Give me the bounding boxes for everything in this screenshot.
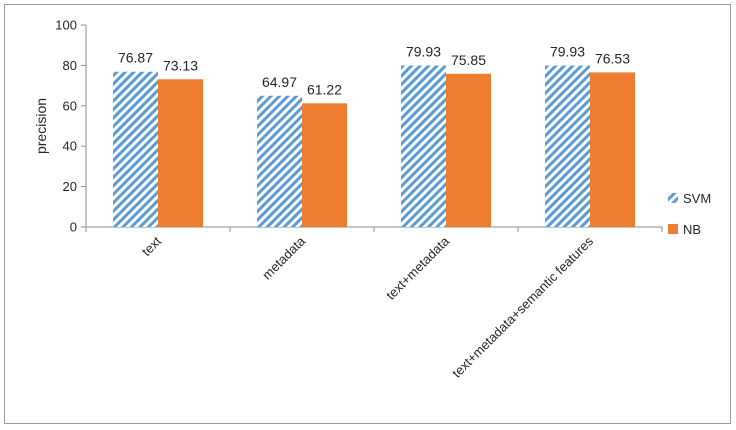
y-tick-label: 80 <box>63 58 77 73</box>
bar-nb <box>158 79 203 227</box>
legend: SVM NB <box>668 191 711 237</box>
data-label-nb: 75.85 <box>451 52 486 68</box>
x-tick-label: text+metadata <box>383 233 453 303</box>
x-tick-label: text+metadata+semantic features <box>449 233 596 380</box>
category-labels: text metadata text+metadatatext+metadata+s… <box>139 233 597 381</box>
data-label-nb: 76.53 <box>595 50 630 66</box>
data-label-svm: 64.97 <box>262 74 297 90</box>
y-tick-label: 100 <box>55 18 77 33</box>
bar-svm <box>257 95 302 228</box>
value-labels: 76.87 73.13 64.97 61.22 79.93 75.85 79.93 76.53 <box>118 44 630 98</box>
data-label-svm: 76.87 <box>118 50 153 66</box>
y-tick-label: 0 <box>70 220 77 235</box>
bar-nb <box>446 73 491 228</box>
legend-swatch-svm <box>668 193 678 203</box>
bar-svm <box>113 71 158 228</box>
y-tick-label: 40 <box>63 139 77 154</box>
y-axis-label: precision <box>33 98 49 154</box>
legend-label-svm: SVM <box>683 191 711 206</box>
legend-label-nb: NB <box>683 222 701 237</box>
x-tick-label: metadata <box>259 233 308 282</box>
bar-svm <box>545 65 590 227</box>
bars <box>113 65 635 228</box>
data-label-svm: 79.93 <box>550 44 585 60</box>
data-label-nb: 61.22 <box>307 81 342 97</box>
bar-svm <box>401 65 446 227</box>
legend-swatch-nb <box>668 224 678 234</box>
data-label-nb: 73.13 <box>163 57 198 73</box>
y-tick-label: 60 <box>63 98 77 113</box>
x-tick-label: text <box>139 233 165 259</box>
bar-nb <box>302 103 347 227</box>
bar-nb <box>590 72 635 228</box>
data-label-svm: 79.93 <box>406 44 441 60</box>
y-tick-label: 20 <box>63 179 77 194</box>
